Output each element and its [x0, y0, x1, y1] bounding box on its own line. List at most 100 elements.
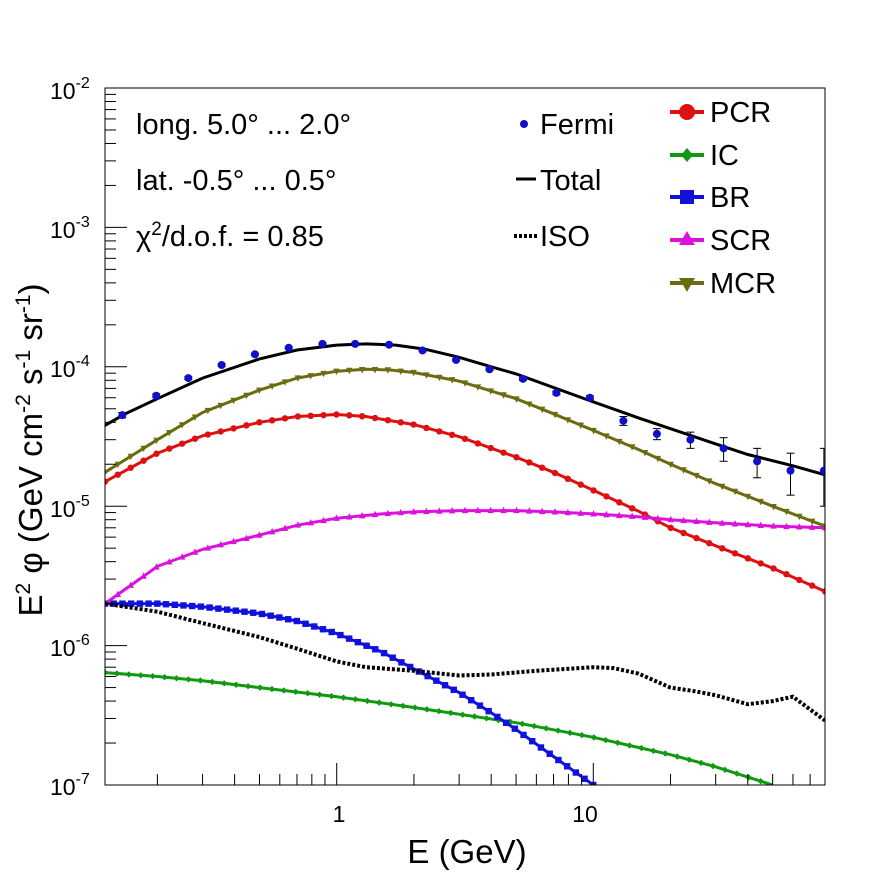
series-marker-mcr	[204, 407, 212, 415]
series-marker-mcr	[140, 445, 147, 453]
series-marker-br	[188, 602, 196, 610]
series-marker-mcr	[500, 392, 507, 399]
legend-item-pcr: PCR	[670, 97, 771, 129]
series-marker-mcr	[706, 478, 713, 485]
series-marker-ic	[113, 670, 121, 677]
series-marker-mcr	[757, 498, 764, 506]
legend-item-total: Total	[516, 165, 601, 197]
series-marker-br	[267, 612, 274, 619]
series-marker-scr	[346, 513, 353, 520]
series-marker-mcr	[654, 455, 662, 463]
fermi-point	[284, 343, 293, 352]
series-marker-mcr	[114, 461, 122, 469]
series-marker-mcr	[153, 437, 160, 445]
series-mcr	[105, 366, 825, 530]
series-marker-mcr	[268, 383, 276, 390]
series-marker-scr	[333, 514, 340, 521]
series-marker-ic	[519, 720, 526, 728]
series-marker-mcr	[320, 370, 327, 378]
series-marker-scr	[371, 510, 379, 518]
y-tick-label: 10-5	[50, 493, 90, 522]
fermi-point	[552, 388, 561, 397]
series-marker-ic	[530, 722, 538, 730]
series-marker-pcr	[436, 428, 443, 435]
series-marker-scr	[487, 506, 494, 514]
series-marker-scr	[693, 517, 700, 525]
series-marker-br	[145, 600, 152, 607]
series-marker-pcr	[268, 417, 276, 424]
series-marker-ic	[590, 734, 597, 741]
series-marker-scr	[551, 508, 559, 515]
series-marker-br	[354, 638, 362, 646]
series-marker-pcr	[166, 445, 173, 452]
series-marker-scr	[526, 507, 533, 514]
series-marker-br	[215, 605, 222, 612]
series-marker-mcr	[358, 366, 366, 374]
y-tick-label: 10-6	[50, 632, 90, 661]
series-marker-scr	[821, 523, 825, 531]
series-marker-scr	[307, 518, 314, 526]
series-marker-br	[284, 616, 292, 623]
series-marker-mcr	[371, 366, 379, 374]
series-line-iso	[105, 601, 825, 723]
series-marker-pcr	[153, 450, 160, 457]
series-marker-scr	[538, 507, 546, 515]
series-marker-br	[127, 600, 135, 607]
legend-label-ic: IC	[710, 140, 739, 172]
series-marker-ic	[483, 715, 490, 722]
series-marker-br	[529, 738, 536, 745]
series-marker-pcr	[191, 435, 199, 442]
series-marker-mcr	[436, 374, 443, 382]
series-marker-br	[250, 609, 257, 616]
series-marker-mcr	[474, 384, 482, 391]
series-marker-pcr	[243, 422, 250, 429]
series-marker-pcr	[770, 565, 777, 572]
series-marker-br	[241, 608, 248, 615]
series-marker-scr	[256, 531, 263, 538]
legend-label-total: Total	[540, 165, 601, 197]
series-marker-pcr	[358, 413, 366, 420]
series-layer	[105, 339, 825, 785]
y-tick-label: 10-4	[50, 353, 90, 382]
series-marker-br	[546, 750, 553, 757]
series-marker-ic	[364, 697, 371, 705]
series-br	[105, 600, 597, 785]
series-marker-br	[450, 686, 457, 694]
series-marker-mcr	[680, 467, 687, 474]
series-marker-ic	[292, 688, 299, 696]
series-marker-mcr	[526, 401, 533, 408]
series-marker-br	[223, 606, 231, 613]
series-marker-scr	[448, 506, 456, 514]
series-marker-mcr	[513, 396, 520, 403]
series-marker-br	[363, 642, 370, 649]
series-marker-pcr	[796, 576, 803, 584]
series-marker-scr	[796, 523, 803, 530]
series-marker-scr	[127, 581, 134, 588]
series-marker-mcr	[744, 493, 752, 501]
fermi-point	[585, 393, 594, 402]
series-marker-scr	[243, 534, 250, 541]
series-marker-mcr	[448, 377, 456, 384]
series-marker-ic	[614, 739, 621, 746]
x-tick-label: 1	[333, 801, 346, 827]
series-marker-pcr	[371, 414, 379, 422]
series-marker-pcr	[551, 469, 559, 477]
series-marker-br	[136, 600, 144, 607]
series-marker-pcr	[808, 582, 816, 589]
y-tick-label: 10-7	[50, 771, 90, 800]
series-marker-mcr	[667, 461, 674, 469]
series-marker-pcr	[307, 412, 314, 420]
fermi-point	[385, 340, 394, 349]
series-marker-br	[389, 654, 396, 661]
series-marker-mcr	[307, 373, 314, 380]
series-marker-ic	[542, 725, 550, 732]
series-marker-mcr	[590, 427, 597, 435]
series-marker-scr	[513, 506, 520, 514]
series-marker-scr	[423, 507, 430, 515]
series-marker-br	[459, 691, 466, 698]
series-marker-ic	[328, 692, 335, 700]
series-marker-ic	[244, 682, 252, 690]
series-marker-mcr	[423, 372, 430, 379]
series-marker-scr	[654, 514, 662, 522]
